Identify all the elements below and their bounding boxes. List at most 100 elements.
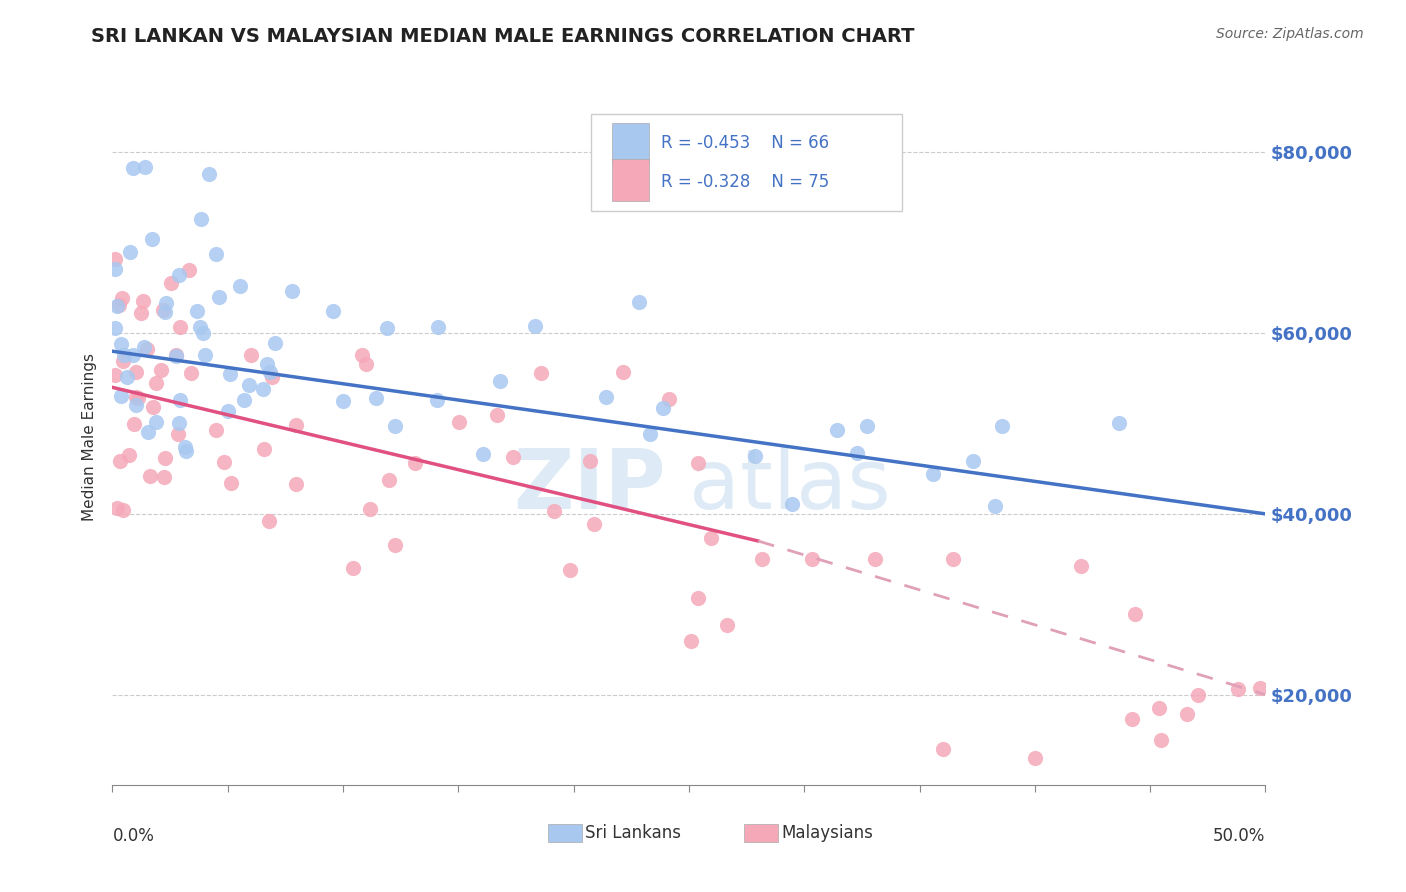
Point: [155, 296, 177, 310]
Point: [1149, 701, 1171, 715]
Point: [104, 261, 127, 276]
Point: [141, 232, 163, 246]
Point: [165, 348, 187, 362]
Point: [1024, 751, 1046, 765]
Point: [652, 401, 675, 416]
Point: [375, 320, 398, 334]
Point: [285, 417, 308, 432]
Point: [198, 167, 221, 181]
Point: [105, 299, 128, 313]
Point: [167, 268, 190, 282]
Point: [153, 305, 176, 319]
Point: [136, 425, 159, 439]
Point: [111, 502, 134, 516]
Point: [628, 294, 651, 309]
Point: [214, 455, 236, 469]
Point: [359, 502, 381, 516]
Point: [205, 423, 228, 437]
Point: [825, 423, 848, 437]
Point: [169, 319, 191, 334]
Point: [180, 366, 202, 380]
Point: [595, 390, 617, 404]
Point: [447, 415, 470, 429]
Point: [485, 408, 508, 422]
Point: [322, 304, 344, 318]
Point: [229, 278, 252, 293]
Point: [856, 418, 879, 433]
Point: [488, 374, 510, 388]
Point: [122, 161, 145, 175]
Point: [942, 552, 965, 566]
Point: [132, 294, 155, 309]
Point: [111, 291, 134, 305]
Point: [173, 440, 195, 454]
Point: [1121, 712, 1143, 726]
Point: [800, 552, 823, 566]
Point: [543, 503, 565, 517]
Point: [1175, 706, 1198, 721]
Point: [138, 468, 160, 483]
Point: [281, 284, 304, 298]
Point: [354, 357, 377, 371]
Point: [578, 453, 600, 467]
Point: [194, 348, 217, 362]
Point: [1150, 733, 1173, 747]
Point: [751, 552, 773, 566]
Point: [115, 369, 138, 384]
Point: [110, 389, 132, 403]
Point: [208, 290, 231, 304]
FancyBboxPatch shape: [612, 160, 648, 201]
Point: [1226, 681, 1249, 696]
Point: [104, 368, 127, 382]
Point: [160, 276, 183, 290]
Point: [188, 320, 211, 334]
Point: [845, 446, 868, 460]
Text: Sri Lankans: Sri Lankans: [585, 824, 681, 842]
Point: [190, 211, 212, 226]
Point: [112, 354, 135, 368]
Y-axis label: Median Male Earnings: Median Male Earnings: [82, 353, 97, 521]
Point: [142, 400, 165, 414]
Point: [104, 252, 127, 266]
Point: [922, 467, 945, 481]
Point: [155, 451, 177, 466]
Point: [167, 416, 190, 430]
Point: [152, 303, 174, 318]
Point: [186, 304, 208, 318]
Point: [931, 741, 953, 756]
Point: [1123, 607, 1146, 622]
Point: [332, 393, 354, 408]
Point: [260, 370, 283, 384]
Point: [253, 442, 276, 457]
Point: [259, 365, 281, 379]
Point: [233, 392, 256, 407]
Point: [780, 497, 803, 511]
Point: [523, 319, 546, 334]
Point: [471, 447, 494, 461]
Point: [716, 618, 738, 632]
Point: [134, 340, 156, 354]
Text: Malaysians: Malaysians: [782, 824, 873, 842]
Point: [104, 321, 127, 335]
Point: [240, 348, 263, 362]
Point: [404, 456, 426, 470]
Point: [863, 552, 886, 566]
Point: [285, 477, 308, 491]
Point: [110, 337, 132, 351]
Point: [145, 376, 167, 390]
Point: [149, 363, 172, 377]
Point: [612, 365, 634, 379]
Point: [962, 454, 984, 468]
Point: [217, 404, 239, 418]
Point: [121, 348, 143, 362]
Text: R = -0.328    N = 75: R = -0.328 N = 75: [661, 173, 830, 191]
Text: 0.0%: 0.0%: [112, 827, 155, 845]
Point: [125, 365, 148, 379]
Point: [364, 391, 387, 405]
FancyBboxPatch shape: [744, 824, 778, 842]
Point: [118, 245, 141, 260]
Point: [165, 349, 187, 363]
Text: R = -0.453    N = 66: R = -0.453 N = 66: [661, 135, 830, 153]
Point: [377, 473, 399, 487]
Point: [984, 499, 1007, 513]
